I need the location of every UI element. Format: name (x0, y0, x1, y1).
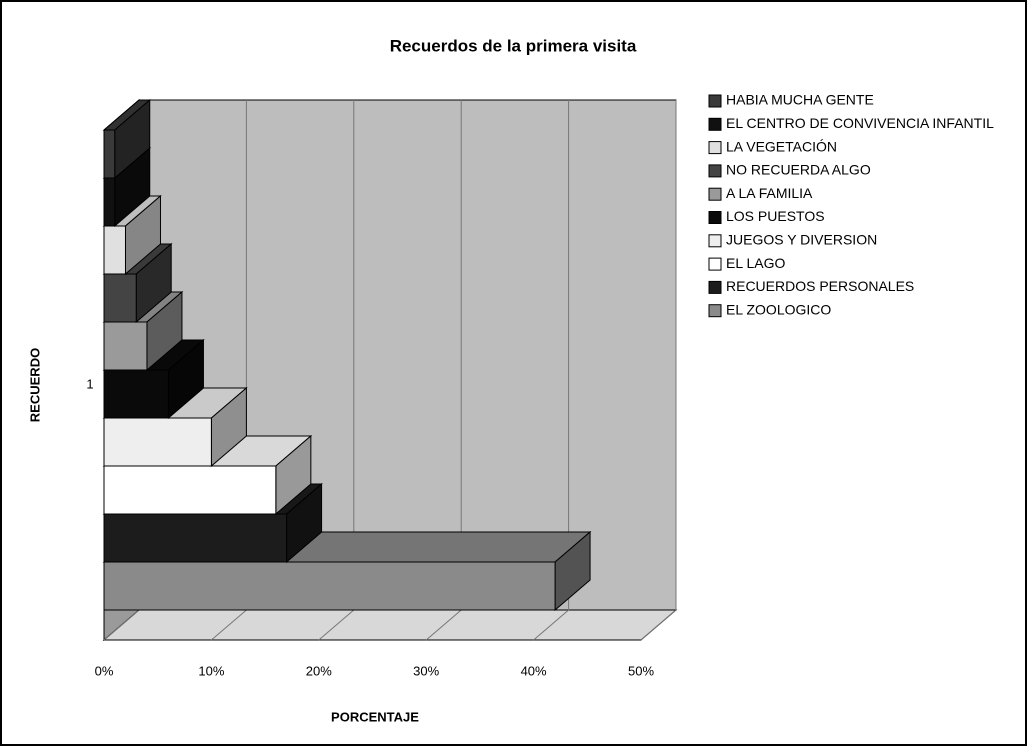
floor (102, 609, 678, 641)
x-tick-label: 0% (95, 663, 114, 678)
x-tick-label: 10% (198, 663, 224, 678)
floor-grid-line (640, 609, 677, 641)
bar (103, 465, 277, 515)
bar (103, 321, 148, 371)
bar (103, 129, 116, 179)
floor-grid-line (425, 609, 462, 641)
x-tick-label: 50% (628, 663, 654, 678)
legend-label: A LA FAMILIA (726, 185, 813, 201)
y-tick-label: 1 (86, 376, 93, 391)
legend-swatch (708, 117, 722, 131)
legend-swatch (708, 257, 722, 271)
legend-label: EL ZOOLOGICO (726, 301, 831, 317)
legend-label: LA VEGETACIÓN (726, 138, 837, 154)
floor-grid-line (103, 609, 140, 641)
floor-grid-line (533, 609, 569, 641)
x-tick-label: 40% (521, 663, 547, 678)
chart-title: Recuerdos de la primera visita (390, 36, 637, 55)
legend-swatch (708, 304, 722, 318)
floor-grid-line (318, 609, 355, 641)
legend-label: EL LAGO (726, 255, 786, 271)
bar (103, 417, 212, 467)
legend-swatch (708, 211, 722, 224)
legend-label: JUEGOS Y DIVERSION (726, 232, 877, 248)
bar (103, 177, 116, 227)
bar (103, 561, 556, 611)
legend-label: RECUERDOS PERSONALES (726, 278, 914, 294)
bar (103, 369, 169, 419)
bar (103, 513, 288, 563)
legend-label: HABIA MUCHA GENTE (726, 92, 874, 108)
y-axis-label: RECUERDO (27, 348, 42, 422)
bar (103, 273, 137, 323)
x-tick-label: 30% (413, 663, 439, 678)
x-tick-label: 20% (306, 663, 332, 678)
legend-swatch (708, 94, 722, 108)
legend-swatch (708, 164, 722, 178)
legend-swatch (708, 234, 722, 248)
legend-swatch (708, 141, 722, 155)
legend-swatch (708, 280, 722, 294)
bar (103, 225, 126, 275)
legend-swatch (708, 187, 722, 201)
x-axis-label: PORCENTAJE (331, 709, 419, 724)
legend-label: NO RECUERDA ALGO (726, 162, 871, 178)
legend-label: EL CENTRO DE CONVIVENCIA INFANTIL (726, 115, 994, 131)
floor-grid-line (211, 609, 247, 641)
legend-label: LOS PUESTOS (726, 208, 825, 224)
